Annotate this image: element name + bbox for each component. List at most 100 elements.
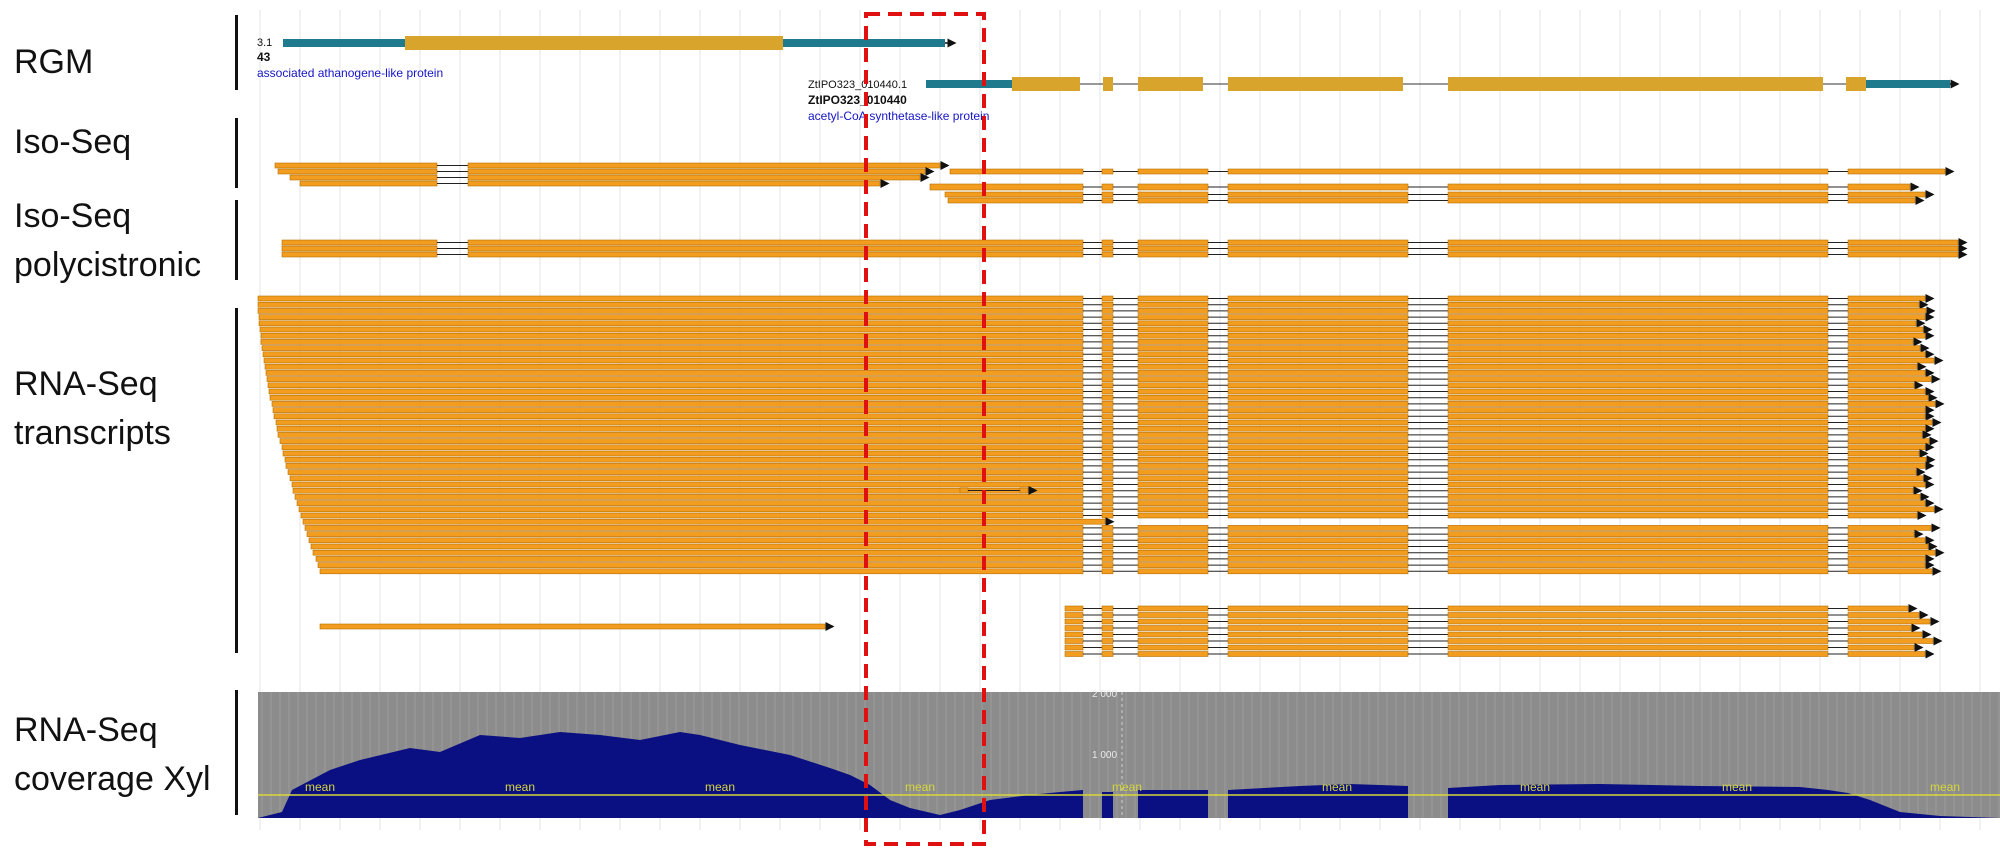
exon-block — [1447, 638, 1829, 644]
exon-block — [1227, 537, 1409, 544]
exon-block — [1137, 562, 1209, 568]
exon-block — [1064, 612, 1084, 618]
exon-block — [264, 363, 1084, 370]
exon-block — [1847, 651, 1926, 657]
exon-block — [1227, 326, 1409, 333]
exon-block — [1101, 444, 1114, 451]
exon-block — [1847, 469, 1917, 475]
exon-block — [260, 332, 1084, 339]
exon-block — [1847, 481, 1926, 488]
exon-block — [1847, 506, 1935, 513]
cds-block — [1846, 77, 1866, 91]
exon-block — [1847, 394, 1929, 401]
exon-block — [1847, 631, 1923, 638]
exon-block — [1227, 413, 1409, 420]
rnaseq-transcripts — [257, 294, 1945, 659]
exon-block — [319, 623, 826, 630]
exon-block — [1101, 314, 1114, 320]
mean-label: mean — [1322, 780, 1352, 794]
exon-block — [1447, 308, 1829, 314]
exon-block — [1447, 382, 1829, 389]
exon-block — [1227, 388, 1409, 395]
exon-block — [285, 463, 1084, 469]
exon-block — [1227, 239, 1409, 246]
exon-block — [1101, 438, 1114, 444]
exon-block — [1101, 500, 1114, 506]
exon-block — [1101, 332, 1114, 339]
exon-block — [267, 382, 1084, 389]
exon-block — [1137, 295, 1209, 302]
exon-block — [1447, 432, 1829, 438]
exon-block — [258, 320, 1084, 327]
exon-block — [1447, 407, 1829, 413]
exon-block — [1137, 549, 1209, 556]
exon-block — [296, 500, 1084, 506]
track-divider-coverage — [235, 690, 238, 815]
exon-block — [282, 450, 1084, 457]
exon-block — [1137, 308, 1209, 314]
exon-block — [1227, 475, 1409, 482]
exon-block — [1101, 556, 1114, 562]
exon-block — [1101, 525, 1114, 531]
exon-block — [1847, 363, 1918, 370]
exon-block — [1101, 644, 1114, 651]
exon-block — [1137, 612, 1209, 618]
exon-block — [1447, 438, 1829, 444]
exon-block — [929, 183, 1084, 191]
exon-block — [1447, 183, 1829, 191]
exon-block — [1137, 245, 1209, 252]
exon-block — [269, 394, 1084, 401]
exon-block — [1101, 183, 1114, 191]
exon-block — [1847, 245, 1959, 252]
exon-block — [1847, 494, 1921, 500]
exon-block — [1447, 506, 1829, 513]
cds-block — [405, 36, 783, 50]
mean-label: mean — [1930, 780, 1960, 794]
exon-block — [1137, 419, 1209, 426]
exon-block — [1447, 388, 1829, 395]
exon-block — [1227, 168, 1829, 175]
exon-block — [1847, 537, 1926, 544]
coverage-max-label: 2 000 — [1092, 689, 1117, 700]
exon-block — [1137, 357, 1209, 364]
exon-block — [1101, 456, 1114, 463]
isoseq-transcripts — [274, 161, 1968, 259]
exon-block — [1137, 382, 1209, 389]
exon-block — [1447, 500, 1829, 506]
exon-block — [1847, 475, 1924, 482]
exon-block — [1847, 314, 1926, 320]
track-divider-rgm — [235, 15, 238, 90]
exon-block — [1137, 345, 1209, 351]
exon-block — [1101, 382, 1114, 389]
exon-block — [1064, 651, 1084, 657]
exon-block — [263, 357, 1084, 364]
exon-block — [299, 180, 438, 187]
left-gene-desc[interactable]: associated athanogene-like protein — [257, 66, 443, 80]
exon-block — [1447, 456, 1829, 463]
exon-block — [310, 543, 1084, 550]
exon-block — [1227, 339, 1409, 345]
exon-block — [1064, 618, 1084, 625]
exon-block — [1101, 537, 1114, 544]
exon-block — [1227, 363, 1409, 370]
exon-block — [1847, 370, 1926, 376]
exon-block — [1447, 651, 1829, 657]
exon-block — [1447, 357, 1829, 364]
exon-block — [1227, 481, 1409, 488]
exon-block — [959, 487, 969, 494]
exon-block — [1101, 320, 1114, 327]
exon-block — [1227, 345, 1409, 351]
exon-block — [1101, 531, 1114, 537]
right-gene-desc[interactable]: acetyl-CoA synthetase-like protein — [808, 109, 989, 123]
exon-block — [1847, 388, 1926, 395]
exon-block — [1847, 543, 1929, 550]
exon-block — [1101, 512, 1114, 519]
exon-block — [1227, 456, 1409, 463]
mean-label: mean — [1722, 780, 1752, 794]
exon-block — [1137, 456, 1209, 463]
exon-block — [1847, 251, 1959, 258]
coverage-fill — [258, 732, 2000, 818]
exon-block — [257, 295, 1084, 302]
exon-block — [1227, 407, 1409, 413]
mean-label: mean — [1112, 780, 1142, 794]
